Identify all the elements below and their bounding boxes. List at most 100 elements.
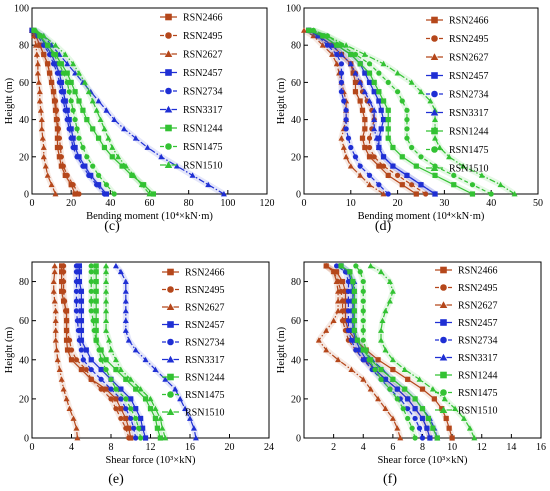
panel-e-data-point xyxy=(162,435,169,441)
panel-d: 0 10 20 30 40 50 0 20 40 60 80 100 Bending moment (1… xyxy=(276,4,543,235)
panel-e-data-point xyxy=(73,357,80,363)
panel-e-data-point xyxy=(93,263,99,269)
panel-e-data-point xyxy=(66,405,73,412)
panel-c-data-point xyxy=(81,79,88,85)
panel-e-data-point xyxy=(125,337,132,343)
panel-e-data-point xyxy=(142,435,149,441)
panel-c-data-point xyxy=(42,163,49,169)
panel-e-data-point xyxy=(50,278,57,284)
panel-e-data-point xyxy=(103,278,110,284)
panel-e-data-point xyxy=(63,318,70,324)
panel-e-data-point xyxy=(56,366,63,372)
panel-c-legend-label: RSN1244 xyxy=(183,124,222,135)
panel-c-data-point xyxy=(144,144,151,150)
panel-f-legend-label: RSN2466 xyxy=(458,266,497,277)
panel-f-data-point xyxy=(348,337,354,343)
panel-d-data-point xyxy=(451,172,457,178)
panel-e-data-point xyxy=(68,357,75,363)
panel-c-legend-marker xyxy=(165,87,172,95)
panel-c-series-group xyxy=(29,27,227,197)
panel-c-legend-label: RSN1510 xyxy=(183,161,222,172)
panel-c-data-point xyxy=(70,60,77,67)
panel-e-data-point xyxy=(76,278,82,285)
panel-c-data-point xyxy=(37,107,44,113)
panel-c-data-point xyxy=(64,117,70,123)
panel-f-data-point xyxy=(394,425,401,431)
panel-f-legend-marker xyxy=(440,336,447,344)
panel-f-data-point xyxy=(339,318,346,324)
panel-e-legend-item: RSN2495 xyxy=(162,285,224,296)
panel-d-data-point xyxy=(376,135,382,141)
panel-f-data-point xyxy=(394,396,400,402)
panel-c-data-point xyxy=(95,172,102,178)
panel-c-data-point xyxy=(40,153,47,160)
panel-e-data-point xyxy=(133,406,139,412)
panel-d-legend-label: RSN3317 xyxy=(449,108,488,119)
panel-d-data-point xyxy=(338,70,345,76)
panel-f-data-point xyxy=(378,337,385,343)
panel-d-data-point xyxy=(385,135,391,141)
panel-e-data-point xyxy=(142,396,149,402)
panel-d-data-point xyxy=(366,154,373,160)
panel-d-data-point xyxy=(376,163,382,169)
panel-d-data-point xyxy=(366,79,373,85)
panel-c-data-point xyxy=(64,79,70,85)
panel-e-data-point xyxy=(83,366,89,373)
panel-e-data-point xyxy=(108,396,114,402)
panel-c-data-point xyxy=(66,126,72,132)
panel-d-data-point xyxy=(373,135,380,141)
panel-c-data-point xyxy=(64,70,70,76)
panel-e-series-rsn2627 xyxy=(50,262,81,441)
panel-e-data-point xyxy=(73,269,80,275)
panel-d-data-point xyxy=(357,61,363,67)
panel-c-data-point xyxy=(68,98,74,104)
panel-f: 2 4 6 8 10 12 14 16 0 20 40 60 80 Shear force (10³×kN… xyxy=(276,261,546,487)
panel-f-data-point xyxy=(378,366,384,373)
panel-d-data-point xyxy=(362,70,368,76)
panel-e-data-point xyxy=(122,278,129,284)
panel-f-data-point xyxy=(342,308,349,314)
panel-e-data-point xyxy=(52,327,59,333)
panel-e-data-point xyxy=(192,435,199,441)
panel-d-data-point xyxy=(385,117,391,123)
panel-f-data-point xyxy=(424,425,430,431)
panel-c-data-point xyxy=(34,70,41,76)
panel-e-data-point xyxy=(88,298,94,304)
panel-c-data-point xyxy=(36,98,43,104)
panel-d-data-point xyxy=(343,126,349,132)
panel-d-legend-marker xyxy=(430,53,439,61)
panel-d-data-point xyxy=(380,60,387,67)
panel-d-data-point xyxy=(376,70,382,76)
panel-c-data-point xyxy=(115,153,122,160)
panel-e-legend-label: RSN2457 xyxy=(185,320,224,331)
panel-d-xlabel: Bending moment (10⁴×kN·m) xyxy=(358,211,485,222)
panel-d-data-point xyxy=(348,144,354,151)
panel-e-data-point xyxy=(190,425,197,431)
panel-e-data-point xyxy=(74,435,81,441)
panel-f-data-point xyxy=(412,406,418,412)
panel-d-data-point xyxy=(334,51,340,58)
panel-c-data-point xyxy=(103,107,110,113)
panel-c-data-point xyxy=(97,116,104,122)
panel-e-data-point xyxy=(98,357,104,363)
panel-e-data-point xyxy=(136,425,142,431)
panel-e-data-point xyxy=(90,318,96,324)
panel-f-data-point xyxy=(360,288,366,294)
panel-f-data-point xyxy=(397,435,404,441)
panel-f-data-point xyxy=(347,269,353,275)
panel-e-data-point xyxy=(112,262,119,269)
panel-f-legend-marker xyxy=(440,266,447,274)
panel-e-legend-label: RSN2627 xyxy=(185,303,224,314)
panel-f-data-point xyxy=(419,386,426,392)
panel-e-legend-label: RSN1510 xyxy=(185,408,224,419)
panel-c-data-point xyxy=(50,61,57,67)
panel-e-data-point xyxy=(128,396,134,402)
panel-c-data-point xyxy=(76,191,82,197)
panel-e-data-point xyxy=(128,406,134,412)
panel-c-data-point xyxy=(121,125,128,132)
panel-e-data-point xyxy=(66,337,73,343)
panel-f-data-point xyxy=(460,415,467,421)
panel-d-legend-label: RSN1510 xyxy=(449,164,488,175)
panel-c-data-point xyxy=(56,79,63,85)
panel-c-legend-marker xyxy=(165,69,172,76)
